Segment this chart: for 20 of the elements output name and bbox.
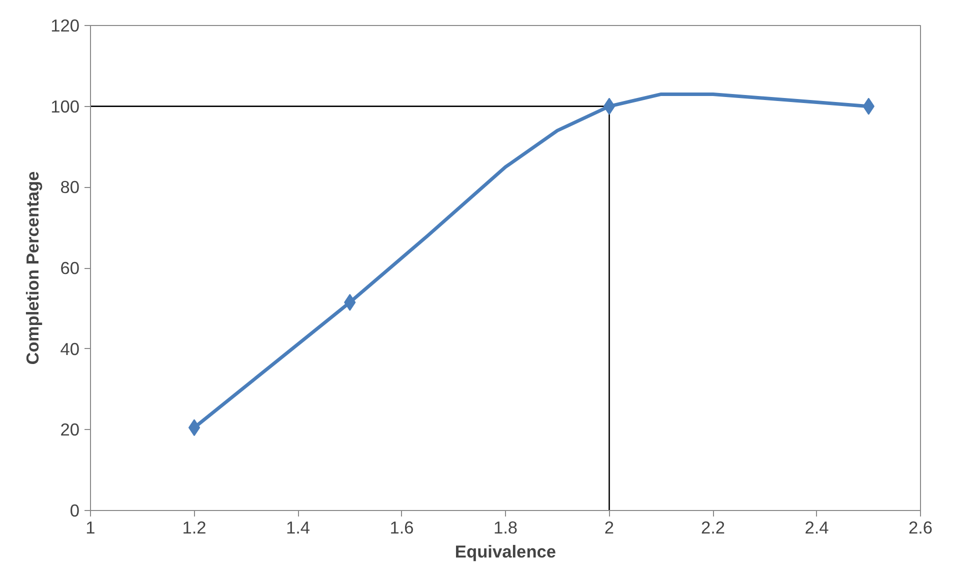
x-tick-label: 2.2 [700,518,726,538]
x-tick-label: 1.8 [493,518,518,538]
x-tick-label: 1.6 [390,518,414,538]
x-tick-label: 2 [604,518,614,538]
point [188,419,200,436]
x-axis-title: Equivalence [454,542,556,562]
x-tick-label: 1.2 [182,518,206,538]
y-tick-label: 120 [50,16,80,36]
y-tick-label: 20 [60,420,80,440]
x-tick-label: 2.6 [908,518,933,538]
x-tick-label: 1.4 [286,518,310,538]
x-tick-label: 2.4 [804,518,830,538]
y-tick-label: 40 [60,338,80,359]
y-tick-label: 60 [60,258,80,278]
x-tick-label: 1 [86,518,96,538]
y-tick-label: 80 [60,177,80,198]
y-tick-label: 0 [70,500,80,520]
point [603,98,616,115]
y-axis-title: Completion Percentage [22,170,43,365]
y-tick-label: 100 [50,96,80,116]
